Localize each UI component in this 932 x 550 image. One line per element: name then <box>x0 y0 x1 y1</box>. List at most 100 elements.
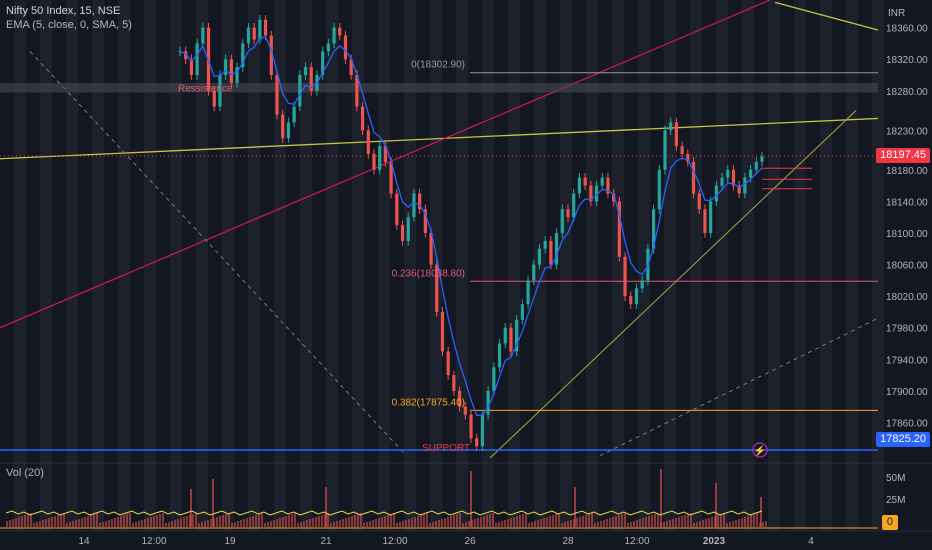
candle-body <box>258 19 262 40</box>
volume-bar <box>12 519 14 527</box>
volume-bar <box>267 522 269 527</box>
volume-bar <box>405 520 407 527</box>
candle-body <box>651 209 656 249</box>
volume-spike <box>470 471 472 527</box>
volume-bar <box>480 517 482 527</box>
candle-body <box>617 201 621 257</box>
candle-body <box>492 367 496 391</box>
candle-body <box>674 122 679 147</box>
candle-body <box>526 280 530 305</box>
volume-bar <box>51 517 53 527</box>
volume-bar <box>402 521 404 527</box>
volume-bar <box>552 515 554 527</box>
candle-body <box>663 130 667 170</box>
volume-bar <box>60 514 62 527</box>
session-band <box>508 0 520 530</box>
volume-bar <box>108 520 110 527</box>
candle-body <box>720 177 724 186</box>
candle-body <box>497 343 502 368</box>
candle-body <box>634 288 639 305</box>
volume-bar <box>150 517 152 527</box>
lightning-icon <box>752 442 768 458</box>
volume-bar <box>276 519 278 527</box>
volume-bar <box>642 518 644 527</box>
volume-bar <box>627 523 629 527</box>
candle-body <box>583 177 587 186</box>
candle-body <box>760 156 764 162</box>
candle-body <box>281 114 285 139</box>
candle-body <box>475 438 479 447</box>
candle-body <box>429 232 433 265</box>
volume-bar <box>192 514 194 527</box>
volume-bar <box>114 518 116 527</box>
candle-body <box>184 51 188 60</box>
candle-body <box>629 296 633 305</box>
volume-bar <box>456 514 458 527</box>
volume-bar <box>306 520 308 527</box>
session-band <box>404 0 416 530</box>
volume-indicator-label[interactable]: Vol (20) <box>6 467 44 479</box>
support-label: SUPPORT <box>422 443 470 454</box>
volume-bar <box>294 513 296 527</box>
volume-bar <box>378 518 380 527</box>
candle-body <box>594 185 599 202</box>
session-band <box>872 0 884 530</box>
candle-body <box>263 19 268 36</box>
volume-bar <box>681 516 683 527</box>
volume-bar <box>435 521 437 527</box>
candle-body <box>709 201 713 233</box>
candle-body <box>697 193 701 210</box>
candle-body <box>435 264 439 312</box>
candle-body <box>577 177 582 194</box>
volume-bar <box>330 523 332 527</box>
volume-bar <box>252 516 254 527</box>
volume-bar <box>735 520 737 527</box>
volume-bar <box>207 520 209 527</box>
volume-bar <box>300 522 302 527</box>
volume-bar <box>540 519 542 527</box>
volume-bar <box>462 523 464 527</box>
volume-bar <box>381 517 383 527</box>
candle-body <box>389 161 393 194</box>
volume-bar <box>624 513 626 527</box>
currency-label: INR <box>888 8 905 19</box>
session-band <box>118 0 130 530</box>
volume-bar <box>351 516 353 527</box>
time-tick-label: 26 <box>464 536 476 547</box>
chart-labels: Ressistence 0(18302.90) 0.236(18038.80) 0.3… <box>178 60 768 458</box>
volume-bar <box>348 517 350 527</box>
volume-bar <box>195 513 197 527</box>
volume-bar <box>543 518 545 527</box>
volume-bar <box>81 518 83 527</box>
volume-spike <box>574 487 576 527</box>
volume-bar <box>699 521 701 527</box>
volume-bar <box>504 520 506 527</box>
volume-bar <box>228 513 230 527</box>
volume-bar <box>705 519 707 527</box>
volume-bar <box>231 523 233 527</box>
session-band <box>14 0 26 530</box>
session-band <box>664 0 676 530</box>
candle-body <box>224 59 228 76</box>
candle-body <box>343 35 348 60</box>
volume-bar <box>744 517 746 527</box>
volume-bar <box>477 518 479 527</box>
candle-body <box>463 406 467 415</box>
price-tick-label: 17900.00 <box>886 387 928 398</box>
volume-bar <box>738 519 740 527</box>
time-tick-label: 14 <box>78 536 90 547</box>
ema-indicator-label[interactable]: EMA (5, close, 0, SMA, 5) <box>6 19 132 31</box>
price-tick-label: 17860.00 <box>886 419 928 430</box>
volume-bar <box>393 513 395 527</box>
session-band <box>326 0 338 530</box>
volume-bar <box>741 518 743 527</box>
volume-bar <box>468 521 470 527</box>
resistance-label: Ressistence <box>178 84 233 95</box>
volume-bar <box>318 516 320 527</box>
volume-bar <box>285 516 287 527</box>
volume-bar <box>555 514 557 527</box>
volume-bar <box>237 521 239 527</box>
candle-body <box>469 414 473 439</box>
volume-bar <box>15 518 17 527</box>
